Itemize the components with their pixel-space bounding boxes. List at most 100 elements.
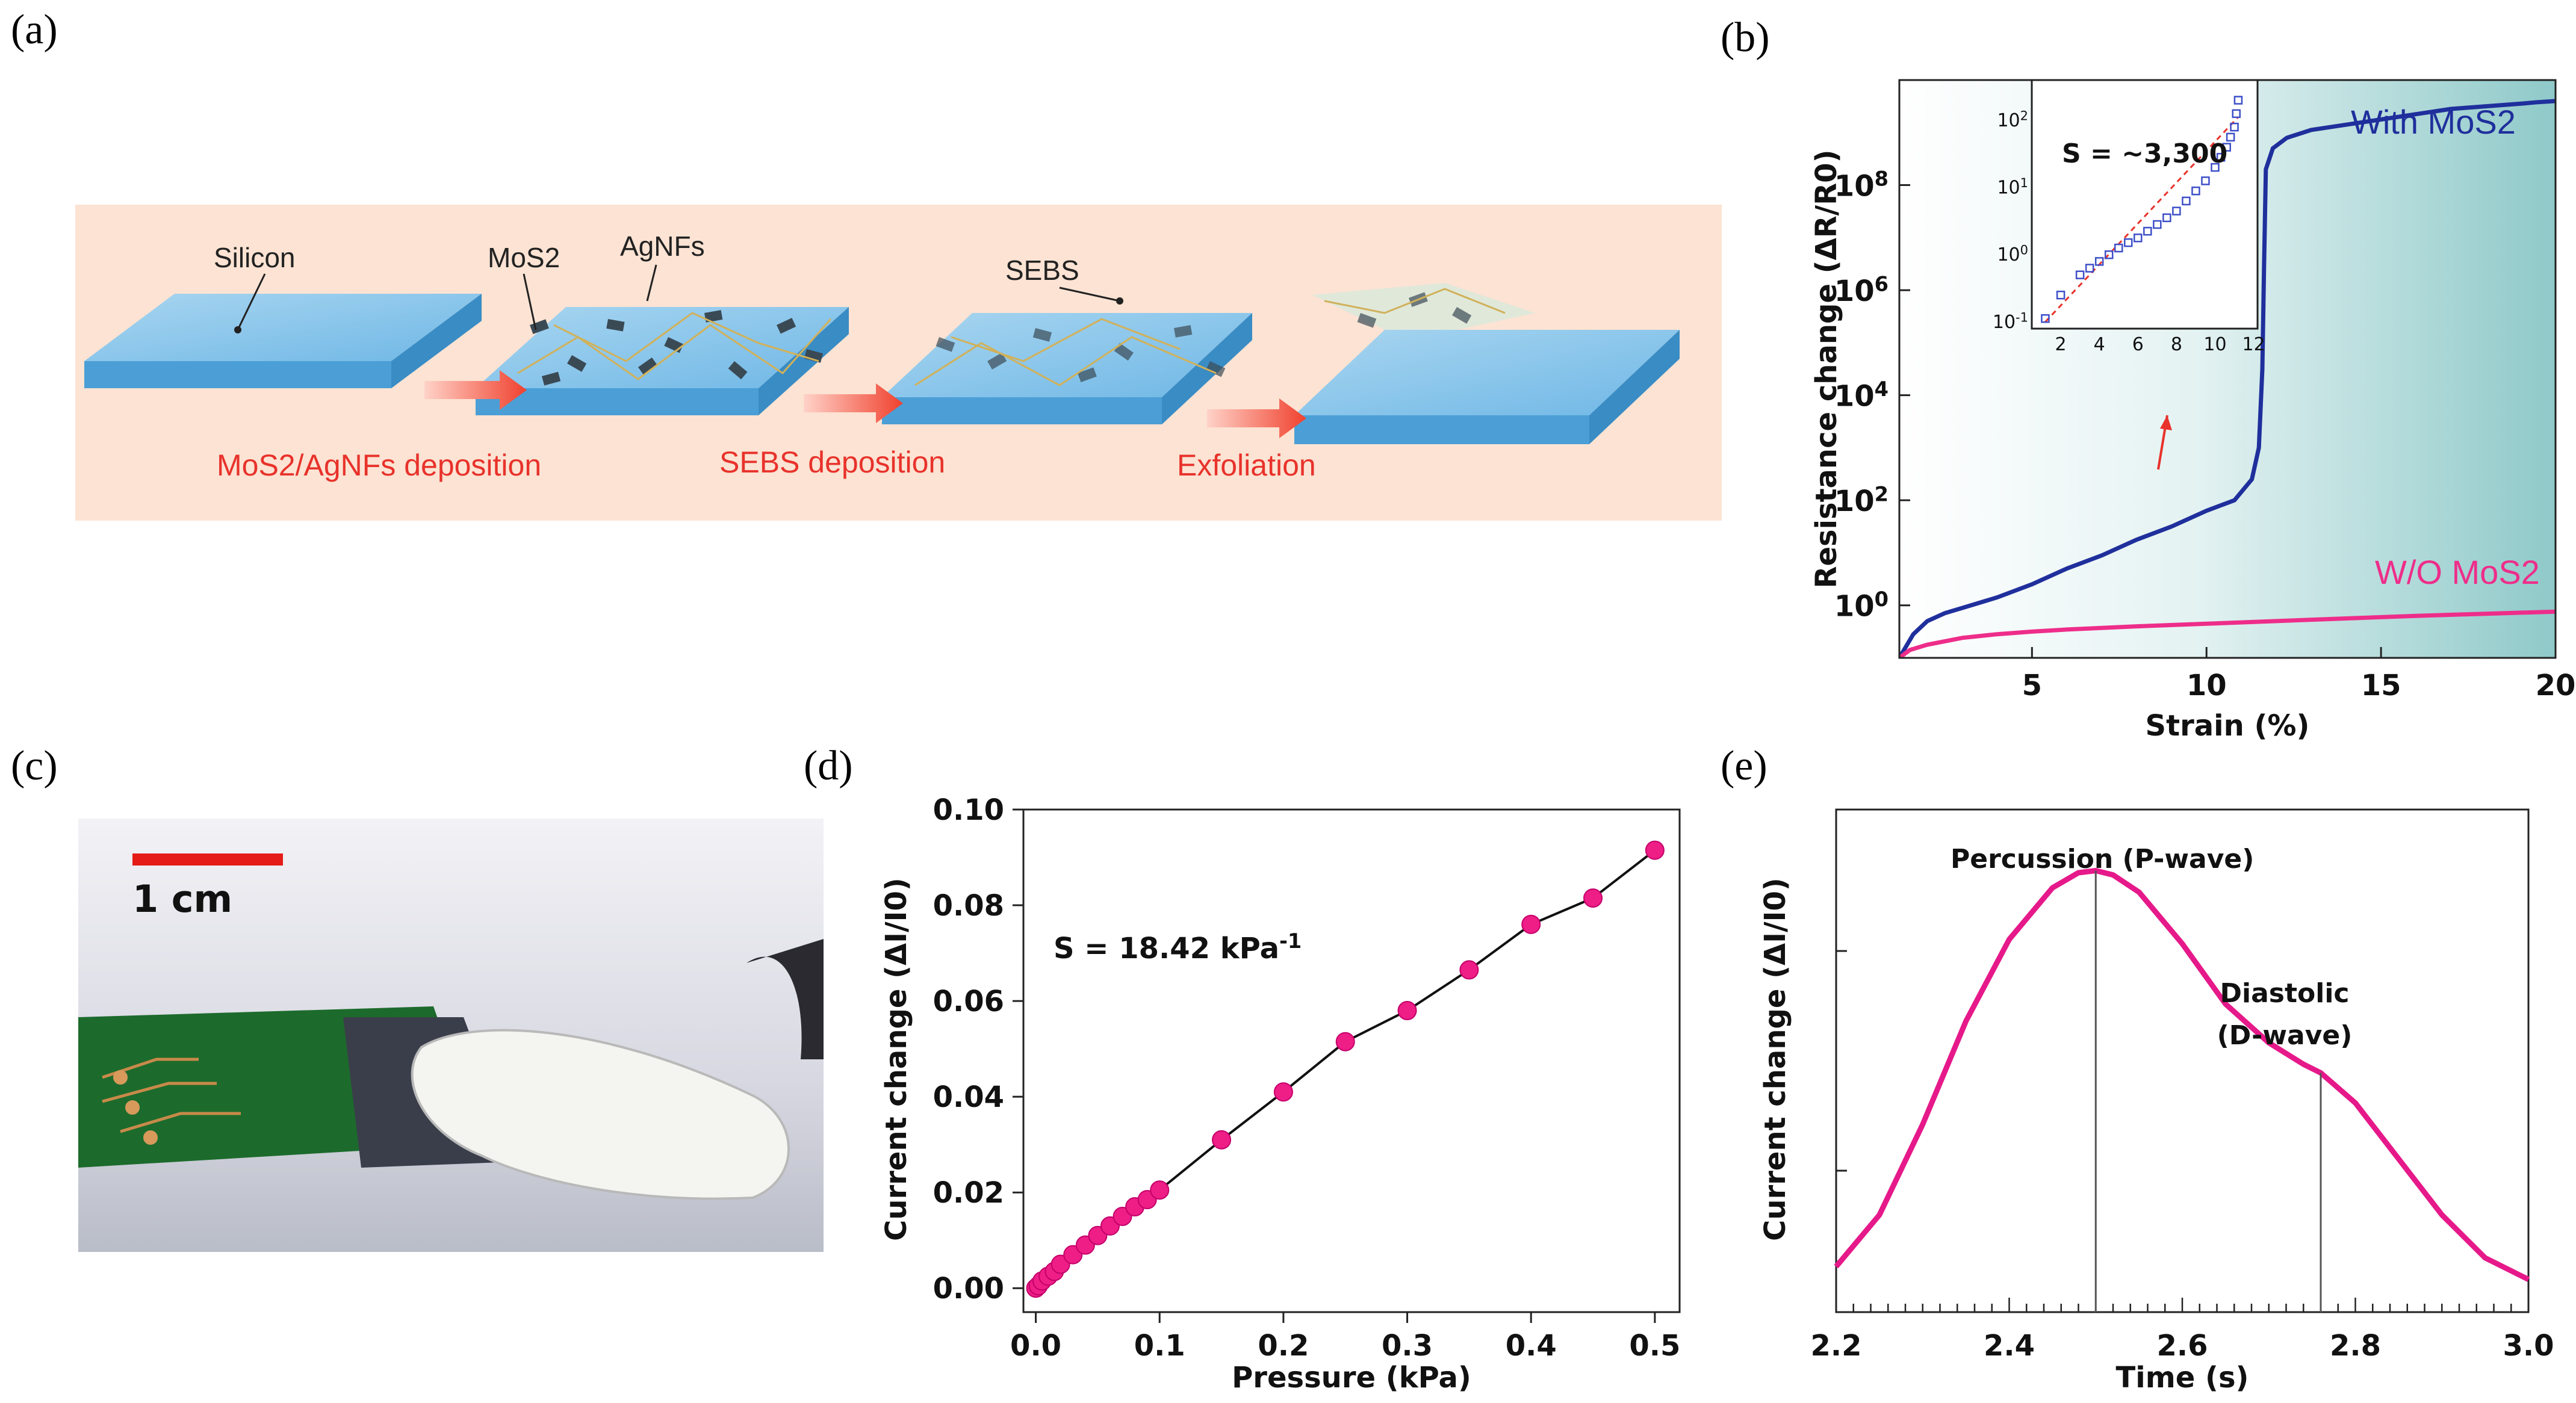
inset-frame	[2031, 79, 2259, 330]
y-axis-label-e: Current change (ΔI/I0)	[1758, 878, 1792, 1241]
y-tick-label-d: 0.02	[933, 1176, 1004, 1210]
y-tick-label-b: 108	[1834, 167, 1889, 203]
y-tick-label-d: 0.00	[933, 1272, 1004, 1305]
silicon-dot	[234, 326, 241, 333]
annotation-diastolic: Diastolic	[2220, 978, 2350, 1009]
inset-point	[2162, 213, 2171, 223]
inset-point	[2075, 270, 2085, 279]
inset-x-tick-label: 12	[2242, 334, 2265, 355]
y-axis-label-b: Resistance change (ΔR/R0)	[1810, 149, 1843, 588]
step-label-3: Exfoliation	[1177, 448, 1316, 482]
inset-y-tick-label-exp: -1	[2016, 310, 2028, 324]
y-tick-label-b-base: 10	[1834, 485, 1875, 518]
x-tick-label-d: 0.4	[1506, 1329, 1557, 1363]
y-tick-label-d: 0.10	[933, 793, 1004, 827]
silicon-label: Silicon	[214, 242, 296, 273]
series-line-with-mos2	[1899, 99, 2556, 658]
y-tick-label-b: 106	[1834, 272, 1889, 308]
panel-c-photo: 1 cm	[78, 819, 824, 1252]
annotation-d-wave: (D-wave)	[2217, 1020, 2353, 1051]
inset-point	[2201, 176, 2210, 185]
x-tick-label-e: 3.0	[2503, 1329, 2554, 1363]
agnfs-label: AgNFs	[620, 231, 705, 262]
sebs-leader	[1059, 286, 1120, 302]
inset-point	[2226, 132, 2235, 142]
y-tick-label-b: 100	[1834, 587, 1889, 624]
step-arrow-2	[804, 383, 903, 423]
inset-x-tick-label: 6	[2132, 334, 2144, 355]
data-point-d	[1583, 888, 1603, 908]
inset-point	[2191, 186, 2200, 196]
y-tick-label-b-base: 10	[1834, 274, 1875, 308]
sebs-dot	[1116, 297, 1123, 305]
mos2-leader	[523, 273, 537, 330]
legend-with-mos2: With MoS2	[2351, 103, 2516, 141]
x-tick-label-b: 20	[2536, 669, 2576, 702]
board-pads	[113, 1070, 158, 1145]
mos2-label: MoS2	[488, 242, 560, 273]
step-label-1: MoS2/AgNFs deposition	[217, 448, 541, 482]
x-tick-label-e: 2.2	[1810, 1329, 1861, 1363]
data-point-d	[1521, 914, 1541, 934]
x-tick-label-b: 15	[2361, 669, 2401, 702]
panel-d-label: (d)	[804, 743, 853, 789]
inset-point	[2172, 206, 2181, 215]
panel-c-label: (c)	[11, 743, 58, 789]
inset-point	[2153, 220, 2162, 229]
inset-y-tick-label: 100	[1997, 243, 2028, 266]
data-point-d	[1150, 1180, 1170, 1200]
inset-y-tick-label-exp: 2	[2020, 108, 2028, 123]
inset-y-tick-label: 102	[1997, 108, 2028, 131]
inset-y-tick-label-exp: 0	[2020, 243, 2028, 258]
inset-y-tick-label-base: 10	[1997, 244, 2020, 265]
y-tick-label-b: 104	[1834, 377, 1889, 413]
y-axis-label-d: Current change (ΔI/I0)	[880, 878, 913, 1241]
inset-x-tick-label: 2	[2055, 334, 2067, 355]
inset-x-tick-label: 8	[2171, 334, 2182, 355]
data-point-d	[1459, 960, 1479, 980]
mos2-flakes	[529, 292, 1472, 386]
y-tick-label-b-exp: 0	[1875, 587, 1889, 611]
silicon-leader	[237, 273, 266, 330]
inset-y-tick-label-base: 10	[1993, 312, 2016, 333]
y-tick-label-b-exp: 8	[1875, 167, 1889, 191]
plot-e-frame	[1835, 808, 2530, 1313]
y-tick-label-d: 0.04	[933, 1080, 1004, 1114]
x-tick-label-b: 10	[2186, 669, 2227, 702]
panel-b-label: (b)	[1721, 14, 1770, 61]
inset-y-tick-label-base: 10	[1997, 178, 2020, 199]
silver-nanofibers	[517, 288, 1506, 386]
inset-x-tick-label: 10	[2203, 334, 2226, 355]
inset-point	[2041, 314, 2050, 323]
x-tick-label-e: 2.4	[1984, 1329, 2035, 1363]
annotation-d: S = 18.42 kPa-1	[1054, 929, 1302, 965]
annotation-d-exp: -1	[1279, 929, 1302, 953]
x-tick-label-d: 0.1	[1134, 1329, 1185, 1363]
data-point-d	[1212, 1130, 1232, 1150]
annotation-p-wave: Percussion (P-wave)	[1951, 844, 2254, 875]
plot-d-frame	[1022, 808, 1681, 1313]
sebs-sheet	[882, 313, 1252, 424]
y-tick-label-b-exp: 2	[1875, 482, 1889, 506]
mos2-agnfs-sheet	[476, 307, 849, 415]
inset-y-tick-label-exp: 1	[2020, 176, 2028, 190]
x-tick-label-e: 2.8	[2330, 1329, 2381, 1363]
inset-y-tick-label: 10-1	[1993, 310, 2028, 333]
inset-y-tick-label: 101	[1997, 176, 2028, 199]
legend-wo-mos2: W/O MoS2	[2375, 553, 2540, 591]
y-tick-label-b-exp: 6	[1875, 272, 1889, 296]
inset-point	[2143, 226, 2152, 236]
series-line-wo-mos2	[1899, 609, 2556, 658]
x-tick-label-d: 0.0	[1010, 1329, 1061, 1363]
scale-bar	[132, 853, 283, 866]
data-point-d	[1335, 1032, 1355, 1051]
inset-point	[2124, 238, 2133, 247]
inset-point	[2094, 257, 2104, 266]
photo-object	[746, 939, 824, 1059]
inset-point	[2085, 264, 2094, 273]
x-axis-label-e: Time (s)	[2116, 1361, 2249, 1395]
x-tick-label-b: 5	[2022, 669, 2042, 702]
x-axis-label-b: Strain (%)	[2146, 709, 2310, 743]
